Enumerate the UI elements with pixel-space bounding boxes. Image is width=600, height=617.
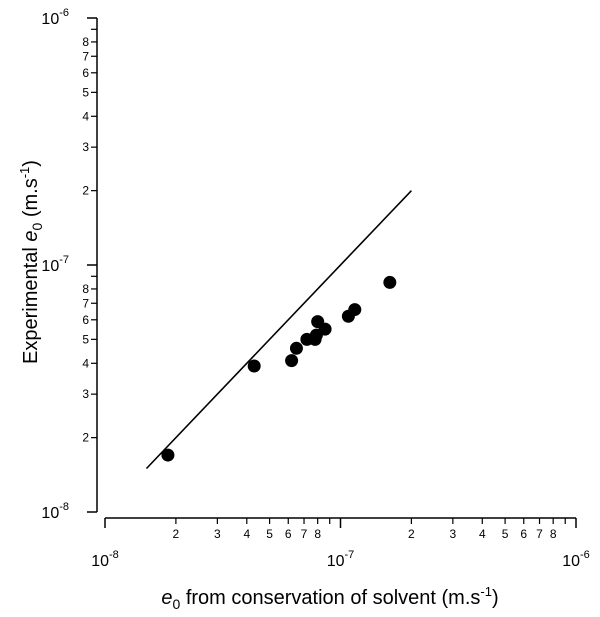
- data-point: [289, 341, 303, 355]
- x-major-tick-label: 10-8: [91, 549, 119, 570]
- plot-area: [145, 190, 412, 470]
- x-minor-tick-label: 2: [408, 527, 415, 541]
- axes: 2 3 4 5 6 7 8 2 3 4 5 6 7 810-8 10-7 10-623456782345678…: [41, 7, 589, 570]
- data-point: [161, 448, 175, 462]
- y-minor-tick-label: 6: [82, 313, 89, 327]
- x-minor-tick-label: 7: [536, 527, 543, 541]
- x-major-tick-label: 10-7: [327, 549, 355, 570]
- data-point: [318, 322, 332, 336]
- y-major-tick-label: 10-8: [41, 501, 69, 522]
- reference-line: [145, 190, 412, 470]
- y-axis-title: Experimental e0 (m.s-1): [17, 160, 45, 364]
- x-minor-tick-label: 6: [520, 527, 527, 541]
- x-minor-tick-label: 6: [285, 527, 292, 541]
- y-minor-tick-label: 4: [82, 356, 89, 370]
- y-minor-tick-label: 8: [82, 282, 89, 296]
- y-major-tick-label: 10-6: [41, 7, 69, 28]
- y-minor-tick-label: 4: [82, 109, 89, 123]
- x-minor-tick-label: 4: [243, 527, 250, 541]
- y-minor-tick-label: 6: [82, 66, 89, 80]
- y-minor-tick-label: 7: [82, 49, 89, 63]
- x-minor-tick-label: 3: [450, 527, 457, 541]
- data-point: [247, 359, 261, 373]
- y-minor-tick-label: 3: [82, 387, 89, 401]
- x-minor-tick-label: 2: [173, 527, 180, 541]
- y-minor-tick-label: 5: [82, 332, 89, 346]
- y-minor-tick-label: 2: [82, 431, 89, 445]
- x-major-tick-label: 10-6: [562, 549, 590, 570]
- x-minor-tick-label: 8: [314, 527, 321, 541]
- y-minor-tick-label: 3: [82, 140, 89, 154]
- x-minor-tick-label: 3: [214, 527, 221, 541]
- y-minor-tick-label: 2: [82, 184, 89, 198]
- x-minor-tick-label: 8: [550, 527, 557, 541]
- y-major-tick-label: 10-7: [41, 254, 69, 275]
- y-minor-tick-label: 8: [82, 35, 89, 49]
- y-minor-tick-label: 7: [82, 296, 89, 310]
- x-minor-tick-label: 7: [301, 527, 308, 541]
- data-point: [285, 354, 299, 368]
- x-minor-tick-label: 5: [502, 527, 509, 541]
- x-minor-tick-label: 4: [479, 527, 486, 541]
- x-minor-tick-label: 5: [266, 527, 273, 541]
- data-point: [383, 275, 397, 289]
- data-point: [348, 303, 362, 317]
- x-axis-title: e0 from conservation of solvent (m.s-1): [161, 584, 498, 612]
- y-minor-tick-label: 5: [82, 85, 89, 99]
